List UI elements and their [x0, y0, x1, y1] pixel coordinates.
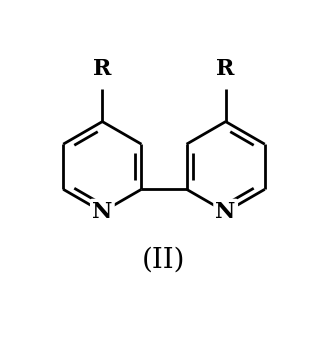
Text: N: N: [215, 201, 236, 223]
Text: R: R: [93, 58, 112, 80]
Text: R: R: [216, 58, 235, 80]
Text: N: N: [92, 201, 113, 223]
Text: (II): (II): [142, 247, 186, 274]
